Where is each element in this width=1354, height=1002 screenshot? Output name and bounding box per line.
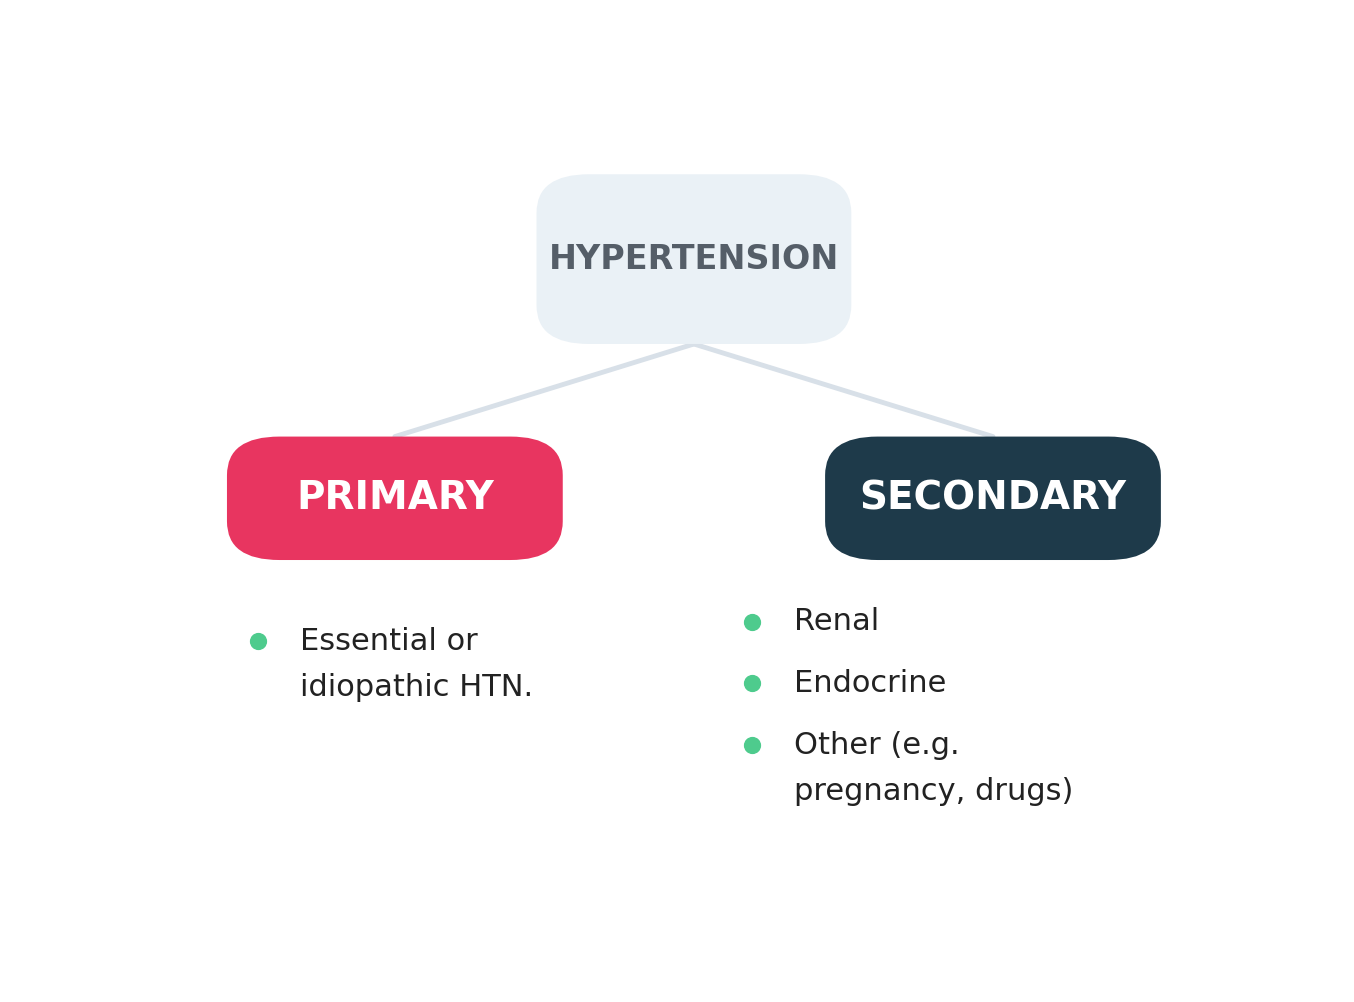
- Text: pregnancy, drugs): pregnancy, drugs): [793, 777, 1072, 806]
- Point: [741, 737, 762, 754]
- FancyBboxPatch shape: [825, 437, 1160, 560]
- FancyBboxPatch shape: [536, 174, 852, 344]
- Text: PRIMARY: PRIMARY: [297, 479, 494, 517]
- Point: [741, 613, 762, 630]
- Text: Other (e.g.: Other (e.g.: [793, 730, 959, 760]
- Text: Essential or: Essential or: [301, 626, 478, 655]
- Text: SECONDARY: SECONDARY: [860, 479, 1127, 517]
- Text: Endocrine: Endocrine: [793, 669, 946, 698]
- Point: [741, 675, 762, 691]
- Text: HYPERTENSION: HYPERTENSION: [548, 242, 839, 276]
- Text: Renal: Renal: [793, 607, 879, 636]
- FancyBboxPatch shape: [227, 437, 563, 560]
- Point: [248, 633, 269, 649]
- Text: idiopathic HTN.: idiopathic HTN.: [301, 672, 533, 701]
